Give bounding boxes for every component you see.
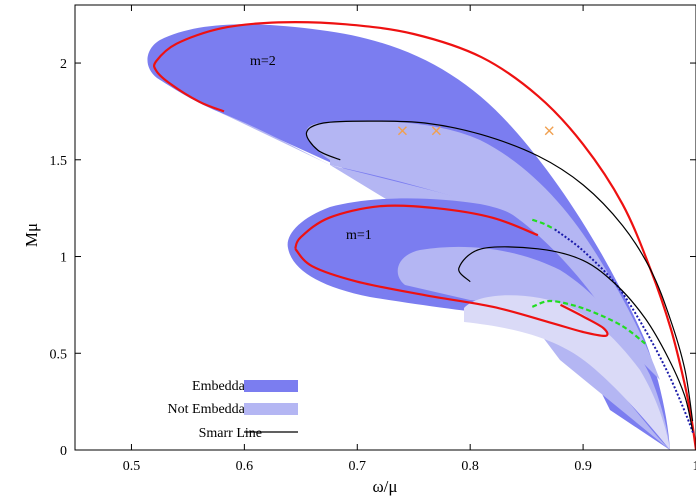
y-axis-label: Mμ <box>22 223 41 247</box>
x-tick-label: 0.9 <box>574 459 592 474</box>
series-line-m1-lower-boundary <box>294 248 609 338</box>
legend-swatch-not-embeddable <box>244 403 298 415</box>
series-line-m2-dashed <box>531 218 556 231</box>
y-tick-label: 0 <box>60 444 67 459</box>
marker-point <box>544 126 554 136</box>
marker-point <box>397 126 407 136</box>
m1-embeddable-region <box>287 198 670 450</box>
m1-not-embeddable-region <box>397 246 670 450</box>
series-markers <box>397 126 554 136</box>
plot-frame <box>74 4 696 451</box>
y-tick-label: 1.5 <box>50 154 68 169</box>
series-line-m1-boundary <box>294 204 539 250</box>
y-tick-label: 2 <box>60 57 67 72</box>
x-axis-label: ω/μ <box>372 477 397 496</box>
x-tick-label: 1 <box>693 459 696 474</box>
legend-swatch-embeddable <box>244 380 298 392</box>
x-tick-label: 0.8 <box>461 459 479 474</box>
series-lines <box>152 21 696 450</box>
x-tick-label: 0.6 <box>236 459 254 474</box>
series-line-m1-dashed <box>531 299 646 345</box>
m1-inner-region <box>464 295 670 450</box>
legend-label-not-embeddable: Not Embeddable <box>168 402 262 417</box>
plot-area <box>147 21 696 450</box>
y-tick-label: 1 <box>60 251 67 266</box>
m2-smarr-inner-region <box>306 121 660 380</box>
annotation-m2: m=2 <box>250 54 276 69</box>
m2-embeddable-region <box>147 24 670 450</box>
annotation-m1: m=1 <box>346 228 372 243</box>
axes: 0.5 0.6 0.7 0.8 0.9 1 0 0.5 1 1.5 2 <box>50 5 696 474</box>
series-line-m2-boundary <box>152 21 696 450</box>
y-tick-label: 0.5 <box>50 347 68 362</box>
marker-point <box>431 126 441 136</box>
x-tick-label: 0.5 <box>123 459 141 474</box>
x-tick-label: 0.7 <box>349 459 367 474</box>
series-line-m2-smarr <box>305 120 694 422</box>
series-line-m2-dotted <box>554 228 695 435</box>
legend-label-smarr-line: Smarr Line <box>199 426 262 441</box>
legend: Embeddable Not Embeddable Smarr Line <box>168 379 298 441</box>
series-line-m1-smarr <box>458 246 694 431</box>
